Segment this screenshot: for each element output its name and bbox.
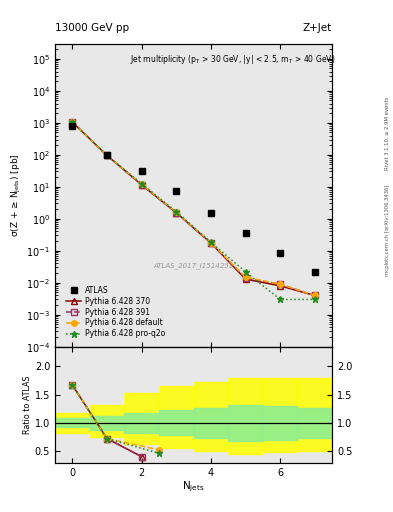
Y-axis label: Ratio to ATLAS: Ratio to ATLAS — [23, 376, 32, 434]
Text: Jet multiplicity (p$_{\mathrm{T}}$ > 30 GeV, |y| < 2.5, m$_{\mathrm{T}}$ > 40 Ge: Jet multiplicity (p$_{\mathrm{T}}$ > 30 … — [130, 53, 335, 66]
ATLAS — [174, 188, 178, 194]
Text: Rivet 3.1.10, ≥ 2.9M events: Rivet 3.1.10, ≥ 2.9M events — [385, 96, 390, 170]
Pythia 6.428 391 — [70, 119, 75, 125]
Pythia 6.428 default — [105, 153, 109, 159]
Pythia 6.428 pro-q2o — [209, 239, 213, 245]
Pythia 6.428 pro-q2o — [139, 181, 144, 187]
Text: 13000 GeV pp: 13000 GeV pp — [55, 23, 129, 33]
Text: mcplots.cern.ch [arXiv:1306.3436]: mcplots.cern.ch [arXiv:1306.3436] — [385, 185, 390, 276]
Pythia 6.428 pro-q2o — [312, 296, 317, 303]
Line: Pythia 6.428 pro-q2o: Pythia 6.428 pro-q2o — [69, 119, 318, 303]
Pythia 6.428 default — [209, 240, 213, 246]
Pythia 6.428 391 — [278, 281, 283, 287]
Pythia 6.428 370 — [70, 119, 75, 125]
ATLAS — [209, 209, 213, 216]
Pythia 6.428 370 — [105, 153, 109, 159]
Pythia 6.428 391 — [105, 153, 109, 159]
Pythia 6.428 370 — [139, 182, 144, 188]
Pythia 6.428 default — [243, 274, 248, 280]
Legend: ATLAS, Pythia 6.428 370, Pythia 6.428 391, Pythia 6.428 default, Pythia 6.428 pr: ATLAS, Pythia 6.428 370, Pythia 6.428 39… — [64, 284, 167, 340]
Pythia 6.428 pro-q2o — [174, 209, 178, 215]
Pythia 6.428 391 — [243, 275, 248, 281]
Y-axis label: σ(Z + ≥ N$_{\mathrm{jets}}$) [pb]: σ(Z + ≥ N$_{\mathrm{jets}}$) [pb] — [10, 154, 23, 237]
Pythia 6.428 pro-q2o — [70, 119, 75, 125]
Pythia 6.428 default — [70, 119, 75, 125]
ATLAS — [243, 230, 248, 237]
Pythia 6.428 370 — [209, 240, 213, 246]
Text: ATLAS_2017_I1514251: ATLAS_2017_I1514251 — [153, 262, 234, 269]
Line: Pythia 6.428 default: Pythia 6.428 default — [70, 119, 318, 298]
X-axis label: N$_{\mathrm{jets}}$: N$_{\mathrm{jets}}$ — [182, 480, 205, 494]
ATLAS — [278, 250, 283, 256]
ATLAS — [312, 269, 317, 275]
Pythia 6.428 default — [139, 181, 144, 187]
ATLAS — [139, 168, 144, 175]
Line: Pythia 6.428 391: Pythia 6.428 391 — [70, 119, 318, 298]
Line: ATLAS: ATLAS — [69, 122, 318, 275]
Pythia 6.428 370 — [243, 276, 248, 282]
Pythia 6.428 391 — [209, 240, 213, 246]
Line: Pythia 6.428 370: Pythia 6.428 370 — [70, 119, 318, 298]
Text: Z+Jet: Z+Jet — [303, 23, 332, 33]
Pythia 6.428 default — [174, 209, 178, 216]
Pythia 6.428 391 — [312, 292, 317, 298]
ATLAS — [70, 122, 75, 129]
Pythia 6.428 pro-q2o — [243, 269, 248, 275]
Pythia 6.428 default — [278, 281, 283, 287]
Pythia 6.428 370 — [312, 292, 317, 298]
ATLAS — [105, 153, 109, 159]
Pythia 6.428 pro-q2o — [278, 296, 283, 303]
Pythia 6.428 391 — [139, 182, 144, 188]
Pythia 6.428 370 — [174, 209, 178, 216]
Pythia 6.428 default — [312, 292, 317, 298]
Pythia 6.428 391 — [174, 209, 178, 216]
Pythia 6.428 370 — [278, 283, 283, 289]
Pythia 6.428 pro-q2o — [105, 153, 109, 159]
